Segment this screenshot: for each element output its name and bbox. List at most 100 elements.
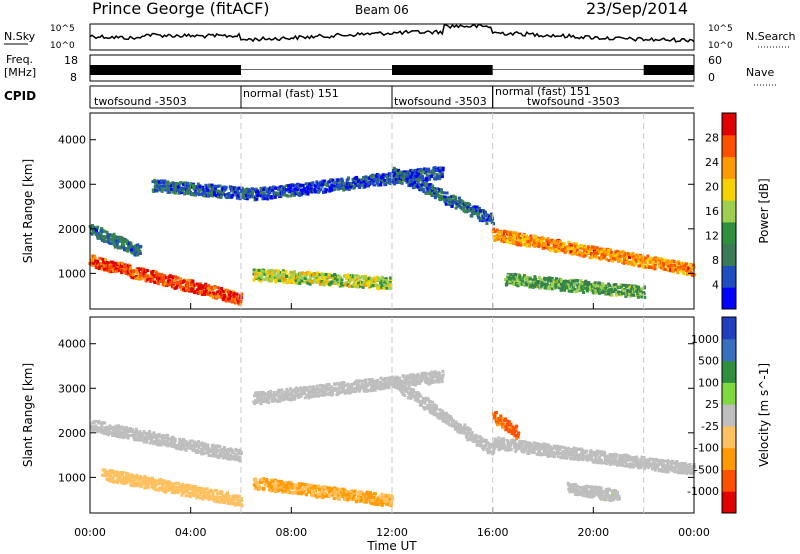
echo-cell bbox=[215, 448, 219, 452]
echo-cell bbox=[206, 188, 210, 192]
echo-cell bbox=[347, 176, 351, 180]
echo-cell bbox=[236, 194, 240, 198]
echo-cell bbox=[326, 280, 330, 284]
echo-cell bbox=[693, 273, 697, 277]
echo-cell bbox=[526, 243, 530, 247]
echo-cell bbox=[630, 285, 634, 289]
echo-cell bbox=[109, 237, 113, 241]
echo-cell bbox=[192, 488, 196, 492]
echo-cell bbox=[173, 279, 177, 283]
echo-cell bbox=[574, 244, 578, 248]
echo-cell bbox=[581, 282, 585, 286]
echo-cell bbox=[545, 283, 549, 286]
echo-cell bbox=[188, 279, 192, 283]
echo-cell bbox=[584, 279, 588, 283]
echo-cell bbox=[630, 293, 634, 297]
echo-cell bbox=[321, 384, 325, 388]
echo-cell bbox=[360, 178, 364, 182]
echo-cell bbox=[266, 197, 270, 201]
echo-cell bbox=[215, 492, 219, 496]
echo-cell bbox=[435, 173, 439, 176]
echo-cell bbox=[152, 269, 155, 273]
echo-cell bbox=[328, 186, 332, 190]
echo-cell bbox=[532, 284, 536, 288]
echo-cell bbox=[550, 277, 554, 280]
echo-cell bbox=[220, 287, 224, 290]
echo-cell bbox=[321, 272, 325, 276]
echo-cell bbox=[331, 277, 335, 281]
echo-cell bbox=[399, 171, 403, 175]
echo-cell bbox=[322, 275, 325, 278]
echo-cell bbox=[168, 186, 172, 190]
echo-cell bbox=[287, 393, 291, 397]
echo-cell bbox=[260, 189, 263, 192]
echo-cell bbox=[585, 250, 589, 254]
echo-cell bbox=[363, 276, 367, 280]
echo-cell bbox=[557, 249, 561, 253]
echo-cell bbox=[490, 213, 494, 217]
echo-cell bbox=[123, 479, 127, 483]
echo-cell bbox=[219, 295, 223, 299]
echo-cell bbox=[137, 249, 141, 253]
echo-cell bbox=[505, 280, 509, 284]
echo-cell bbox=[636, 295, 640, 299]
echo-cell bbox=[108, 263, 112, 267]
echo-cell bbox=[177, 441, 181, 445]
echo-cell bbox=[339, 386, 343, 389]
echo-cell bbox=[339, 276, 343, 280]
echo-cell bbox=[109, 431, 113, 435]
echo-cell bbox=[221, 188, 225, 192]
echo-cell bbox=[91, 255, 95, 259]
echo-cell bbox=[433, 193, 437, 197]
echo-cell bbox=[549, 276, 553, 280]
echo-cell bbox=[555, 248, 559, 252]
echo-cell bbox=[595, 285, 598, 289]
echo-cell bbox=[214, 194, 218, 197]
echo-cell bbox=[121, 471, 125, 475]
echo-cell bbox=[310, 280, 314, 284]
echo-cell bbox=[146, 269, 150, 273]
noise-right-tick-low: 10^0 bbox=[708, 41, 733, 51]
echo-cell bbox=[206, 493, 210, 497]
echo-cell bbox=[247, 188, 251, 192]
echo-cell bbox=[123, 429, 127, 433]
echo-cell bbox=[155, 189, 159, 193]
echo-cell bbox=[425, 178, 429, 182]
echo-cell bbox=[524, 276, 528, 280]
echo-cell bbox=[117, 426, 120, 430]
echo-cell bbox=[232, 494, 236, 498]
echo-cell bbox=[575, 242, 579, 246]
echo-cell bbox=[506, 232, 510, 236]
echo-cell bbox=[645, 264, 649, 268]
echo-cell bbox=[96, 260, 100, 263]
echo-cell bbox=[337, 187, 340, 191]
echo-cell bbox=[170, 482, 174, 486]
echo-cell bbox=[236, 188, 240, 192]
echo-cell bbox=[388, 282, 392, 286]
echo-cell bbox=[310, 395, 314, 398]
echo-cell bbox=[663, 258, 667, 262]
echo-cell bbox=[266, 393, 270, 397]
echo-cell bbox=[320, 182, 324, 186]
echo-cell bbox=[591, 289, 595, 293]
echo-cell bbox=[439, 197, 443, 201]
echo-cell bbox=[517, 239, 521, 243]
echo-cell bbox=[376, 183, 380, 187]
echo-cell bbox=[441, 172, 444, 176]
echo-cell bbox=[186, 278, 190, 282]
echo-cell bbox=[281, 276, 285, 280]
echo-cell bbox=[256, 194, 260, 197]
echo-cell bbox=[163, 443, 167, 447]
echo-cell bbox=[179, 188, 183, 192]
noise-sky-trace bbox=[89, 23, 695, 43]
echo-cell bbox=[202, 284, 206, 288]
echo-cell bbox=[196, 495, 200, 499]
echo-cell bbox=[497, 230, 501, 234]
echo-cell bbox=[287, 189, 291, 193]
echo-cell bbox=[322, 391, 326, 395]
echo-cell bbox=[144, 279, 148, 283]
echo-cell bbox=[267, 395, 270, 399]
echo-cell bbox=[667, 264, 671, 268]
echo-cell bbox=[301, 276, 305, 280]
echo-cell bbox=[245, 187, 249, 191]
